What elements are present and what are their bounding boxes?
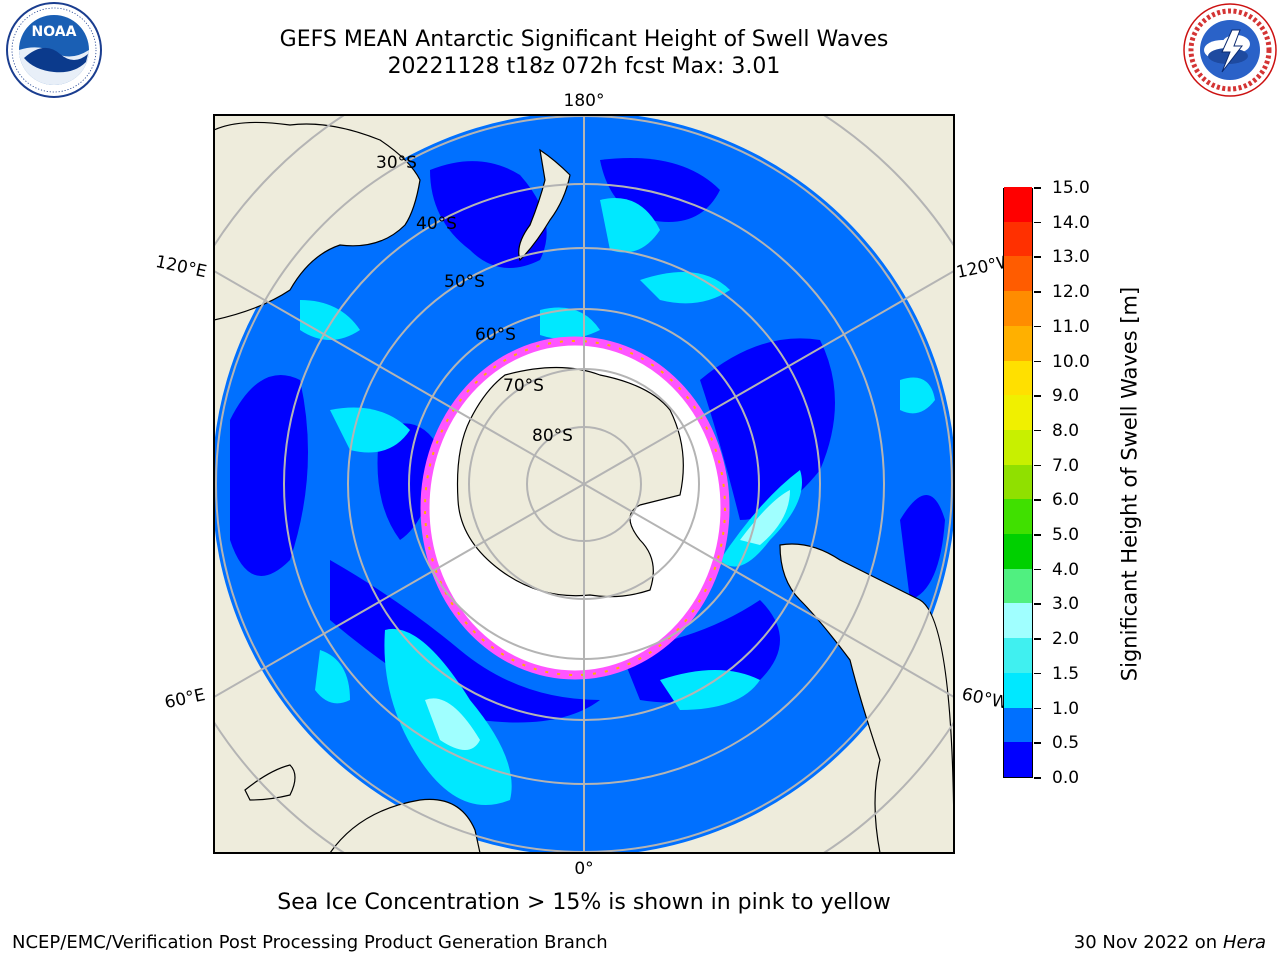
lat-label-70s: 70°S <box>503 376 544 396</box>
colorbar-tick-label: 10.0 <box>1052 351 1090 372</box>
footer-credit: NCEP/EMC/Verification Post Processing Pr… <box>12 932 608 953</box>
colorbar-segment <box>1004 464 1032 500</box>
madagascar-landmass <box>244 764 296 801</box>
colorbar-tick-label: 7.0 <box>1052 455 1080 476</box>
colorbar-segment <box>1004 290 1032 326</box>
africa-landmass <box>329 798 481 853</box>
colorbar-tick-label: 4.0 <box>1052 559 1080 580</box>
colorbar-tick <box>1034 777 1041 779</box>
colorbar-segment <box>1004 568 1032 604</box>
colorbar <box>1003 186 1033 778</box>
colorbar-tick <box>1034 464 1041 467</box>
footer-date-text: 30 Nov 2022 on <box>1073 932 1218 953</box>
lon-label-0: 0° <box>574 859 593 879</box>
colorbar-tick-label: 5.0 <box>1052 525 1080 546</box>
colorbar-segment <box>1004 741 1032 777</box>
colorbar-label: Significant Height of Swell Waves [m] <box>1117 286 1142 682</box>
colorbar-tick <box>1034 429 1041 432</box>
low-swell-regions <box>230 158 945 723</box>
colorbar-tick-label: 9.0 <box>1052 386 1080 407</box>
colorbar-segment <box>1004 672 1032 708</box>
footer-machine: Hera <box>1222 932 1266 953</box>
australia-landmass <box>214 121 421 321</box>
colorbar-tick-label: 6.0 <box>1052 490 1080 511</box>
colorbar-tick-label: 1.5 <box>1052 663 1080 684</box>
colorbar-segment <box>1004 429 1032 465</box>
colorbar-tick <box>1034 221 1041 224</box>
chart-title: GEFS MEAN Antarctic Significant Height o… <box>279 27 889 52</box>
colorbar-segment <box>1004 533 1032 569</box>
antarctica-landmass <box>456 366 684 598</box>
noaa-logo: NOAA <box>6 2 102 98</box>
colorbar-tick <box>1034 534 1041 536</box>
footer-date: 30 Nov 2022 on Hera <box>1074 932 1266 953</box>
colorbar-tick <box>1034 638 1041 640</box>
lat-label-60s: 60°S <box>475 325 516 345</box>
colorbar-tick <box>1034 603 1041 605</box>
colorbar-segment <box>1004 186 1032 222</box>
colorbar-segment <box>1004 360 1032 396</box>
sea-ice-edge-dots <box>424 340 726 676</box>
colorbar-tick <box>1034 707 1041 710</box>
lon-label-60e: 60°E <box>163 685 207 713</box>
colorbar-segment <box>1004 221 1032 257</box>
noaa-logo-text: NOAA <box>32 24 77 40</box>
colorbar-tick-label: 11.0 <box>1052 316 1090 337</box>
colorbar-tick-label: 0.0 <box>1052 768 1080 788</box>
map-frame <box>213 114 955 854</box>
colorbar-tick <box>1034 360 1041 363</box>
colorbar-segment <box>1004 498 1032 535</box>
colorbar-segment <box>1004 394 1032 430</box>
colorbar-tick-label: 12.0 <box>1052 282 1090 303</box>
colorbar-tick-label: 8.0 <box>1052 420 1080 441</box>
colorbar-segment <box>1004 325 1032 361</box>
colorbar-segment <box>1004 637 1032 673</box>
colorbar-tick-label: 3.0 <box>1052 594 1080 615</box>
lon-label-180: 180° <box>564 91 605 111</box>
lat-label-30s: 30°S <box>376 153 417 173</box>
new-zealand-landmass <box>518 148 571 262</box>
colorbar-tick <box>1034 256 1041 258</box>
nws-logo <box>1183 3 1277 97</box>
colorbar-tick-label: 1.0 <box>1052 698 1080 719</box>
colorbar-tick-label: 0.5 <box>1052 733 1080 754</box>
colorbar-tick <box>1034 291 1041 293</box>
lat-label-80s: 80°S <box>532 426 573 446</box>
colorbar-tick <box>1034 187 1041 189</box>
chart-subtitle: 20221128 t18z 072h fcst Max: 3.01 <box>387 54 781 79</box>
colorbar-segment <box>1004 602 1032 639</box>
colorbar-tick <box>1034 568 1041 571</box>
colorbar-segment <box>1004 707 1032 743</box>
lat-label-40s: 40°S <box>416 214 457 234</box>
colorbar-tick <box>1034 672 1041 675</box>
colorbar-tick-label: 14.0 <box>1052 212 1090 233</box>
colorbar-tick-label: 15.0 <box>1052 178 1090 198</box>
colorbar-segment <box>1004 255 1032 292</box>
colorbar-tick <box>1034 325 1041 328</box>
colorbar-tick-label: 2.0 <box>1052 629 1080 650</box>
colorbar-tick <box>1034 499 1041 501</box>
colorbar-tick-label: 13.0 <box>1052 247 1090 268</box>
lon-label-120e: 120°E <box>154 252 209 282</box>
sea-ice-note: Sea Ice Concentration > 15% is shown in … <box>277 890 891 915</box>
colorbar-tick <box>1034 395 1041 397</box>
colorbar-tick <box>1034 742 1041 744</box>
lat-label-50s: 50°S <box>444 272 485 292</box>
